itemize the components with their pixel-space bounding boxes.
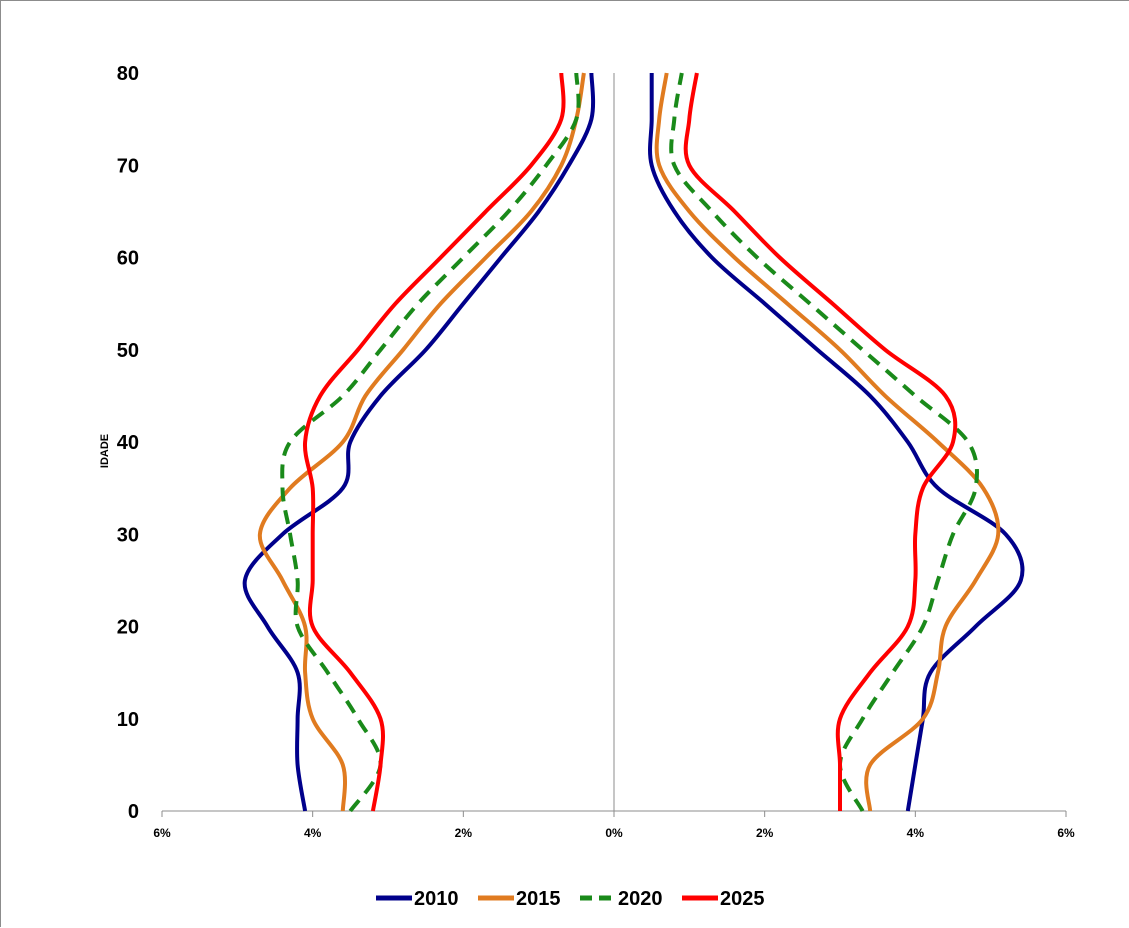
x-tick-label: 2% (455, 826, 473, 840)
y-tick-labels: 0 10 20 30 40 50 60 70 80 (117, 63, 139, 823)
x-tick-label: 4% (304, 826, 322, 840)
series-line-left-2020 (280, 72, 581, 813)
x-tick-label: 6% (1057, 826, 1075, 840)
series-line-right-2020 (669, 72, 979, 812)
series-line-right-2025 (683, 72, 958, 811)
legend-label-2010: 2010 (414, 888, 459, 910)
y-axis-label: IDADE (99, 434, 111, 468)
x-tick-label: 2% (756, 826, 774, 840)
legend: 2010 2015 2020 2025 (376, 888, 765, 910)
y-tick-label: 40 (117, 432, 139, 454)
y-tick-label: 20 (117, 617, 139, 639)
legend-label-2025: 2025 (720, 888, 765, 910)
x-tick-labels: 6% 4% 2% 0% 2% 4% 6% (153, 826, 1075, 840)
x-tick-label: 4% (907, 826, 925, 840)
series-line-right-2015 (654, 72, 1001, 812)
series-line-left-2015 (257, 72, 586, 812)
series-lines (242, 72, 1025, 813)
y-tick-label: 0 (128, 801, 139, 823)
y-tick-label: 70 (117, 155, 139, 177)
series-line-left-2010 (242, 72, 596, 812)
legend-label-2020: 2020 (618, 888, 663, 910)
y-tick-label: 50 (117, 340, 139, 362)
y-tick-label: 80 (117, 63, 139, 85)
y-tick-label: 60 (117, 248, 139, 270)
x-tick-label: 6% (153, 826, 171, 840)
x-tick-label: 0% (605, 826, 623, 840)
axes (161, 73, 1067, 817)
series-line-right-2010 (648, 73, 1025, 812)
y-tick-label: 10 (117, 709, 139, 731)
legend-label-2015: 2015 (516, 888, 561, 910)
y-tick-label: 30 (117, 524, 139, 546)
series-line-left-2025 (303, 72, 566, 812)
